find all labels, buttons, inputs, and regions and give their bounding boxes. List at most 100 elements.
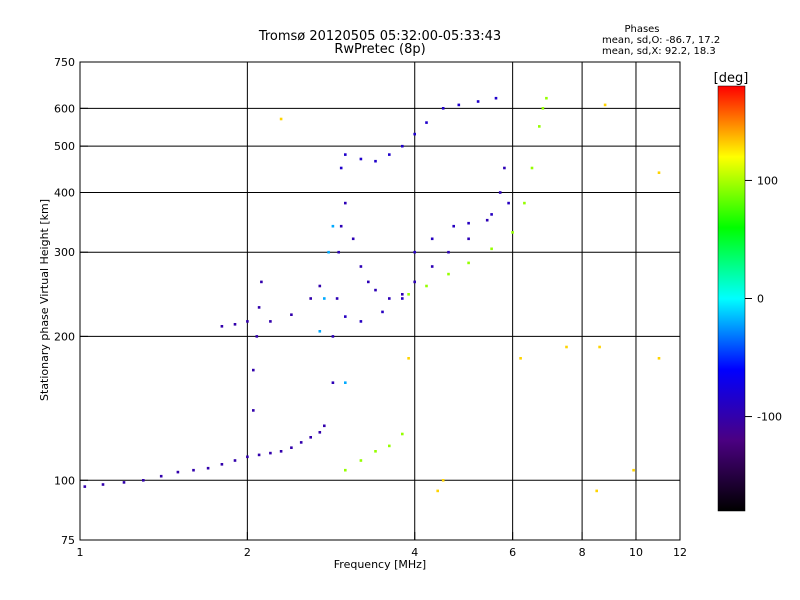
data-point xyxy=(269,320,272,323)
data-point xyxy=(381,310,384,314)
data-point xyxy=(447,272,450,276)
x-tick-label: 12 xyxy=(673,546,687,559)
data-point xyxy=(490,213,493,216)
data-point xyxy=(507,201,510,205)
data-point xyxy=(413,132,416,136)
plot-frame xyxy=(79,61,681,541)
data-point xyxy=(413,280,416,284)
data-point xyxy=(541,107,545,110)
data-point xyxy=(503,166,506,170)
x-tick-label: 10 xyxy=(629,546,643,559)
data-point xyxy=(331,224,335,228)
y-tick-label: 75 xyxy=(61,534,75,547)
data-point xyxy=(603,103,607,107)
data-point xyxy=(374,159,377,163)
data-point xyxy=(246,455,249,459)
data-point xyxy=(260,280,263,284)
data-point xyxy=(485,218,489,222)
data-point xyxy=(425,121,428,124)
data-point xyxy=(401,432,404,436)
data-point xyxy=(519,357,522,360)
y-tick-label: 200 xyxy=(54,330,75,343)
data-point xyxy=(413,250,416,254)
data-point xyxy=(374,450,377,453)
x-tick-label: 2 xyxy=(244,546,251,559)
x-axis-label: Frequency [MHz] xyxy=(334,558,426,571)
data-point xyxy=(101,483,105,486)
phases-box: Phases mean, sd,O: -86.7, 17.2 mean, sd,… xyxy=(602,24,720,57)
data-point xyxy=(142,479,145,482)
colorbar-tick-label: -100 xyxy=(757,411,782,424)
data-point xyxy=(318,431,322,434)
data-point xyxy=(494,96,498,100)
data-point xyxy=(344,201,347,205)
data-point xyxy=(467,237,470,241)
data-point xyxy=(220,325,224,328)
data-point xyxy=(545,96,548,100)
data-point xyxy=(318,330,322,333)
data-point xyxy=(339,166,343,170)
data-point xyxy=(401,297,404,300)
data-point xyxy=(176,470,180,474)
data-point xyxy=(467,261,470,265)
chart-subtitle: RwPretec (8p) xyxy=(334,42,425,57)
data-point xyxy=(467,221,470,225)
data-point xyxy=(233,459,237,462)
data-point xyxy=(220,463,224,466)
y-tick-label: 600 xyxy=(54,102,75,115)
data-point xyxy=(457,103,461,107)
data-point xyxy=(192,468,195,472)
colorbar-fill xyxy=(717,85,746,512)
data-point xyxy=(401,293,404,296)
data-point xyxy=(351,237,355,241)
data-point xyxy=(290,313,293,316)
data-point xyxy=(565,345,568,349)
data-point xyxy=(598,345,601,349)
data-point xyxy=(233,323,237,326)
data-point xyxy=(538,125,541,128)
data-point xyxy=(359,265,363,268)
data-point xyxy=(331,335,335,338)
phases-line-o: mean, sd,O: -86.7, 17.2 xyxy=(602,35,720,46)
data-point xyxy=(452,224,455,228)
data-point xyxy=(327,250,330,254)
data-point xyxy=(447,250,450,254)
y-tick-label: 100 xyxy=(54,474,75,487)
data-point xyxy=(318,284,322,288)
data-point xyxy=(257,306,261,309)
phases-title: Phases xyxy=(624,24,659,35)
data-point xyxy=(425,284,428,288)
data-point xyxy=(252,368,255,372)
data-point xyxy=(595,489,598,493)
phases-line-x: mean, sd,X: 92.2, 18.3 xyxy=(602,46,716,57)
data-point xyxy=(511,231,514,234)
y-axis-ticks: 75 100 200 300 400 500 600 750 xyxy=(54,56,88,547)
colorbar-tick-label: 100 xyxy=(757,174,778,187)
data-point xyxy=(367,280,370,284)
data-point xyxy=(388,297,391,300)
title-group: Tromsø 20120505 05:32:00-05:33:43 RwPret… xyxy=(258,29,501,57)
x-tick-label: 8 xyxy=(579,546,586,559)
y-tick-label: 400 xyxy=(54,186,75,199)
colorbar-tick-label: 0 xyxy=(757,293,764,306)
data-point xyxy=(407,357,410,360)
data-point xyxy=(657,171,661,174)
data-point xyxy=(441,479,445,482)
data-point xyxy=(252,409,255,412)
data-point xyxy=(498,191,502,194)
data-point xyxy=(344,153,347,156)
data-point xyxy=(523,201,526,205)
data-point xyxy=(257,453,261,457)
data-points xyxy=(83,96,661,493)
y-tick-label: 500 xyxy=(54,140,75,153)
data-point xyxy=(401,144,404,148)
y-axis-label: Stationary phase Virtual Height [km] xyxy=(38,199,51,401)
data-point xyxy=(359,459,363,462)
data-point xyxy=(344,468,347,472)
data-point xyxy=(388,153,391,156)
data-point xyxy=(632,468,635,472)
y-tick-label: 300 xyxy=(54,246,75,259)
chart-title: Tromsø 20120505 05:32:00-05:33:43 xyxy=(258,29,501,44)
y-tick-label: 750 xyxy=(54,56,75,69)
